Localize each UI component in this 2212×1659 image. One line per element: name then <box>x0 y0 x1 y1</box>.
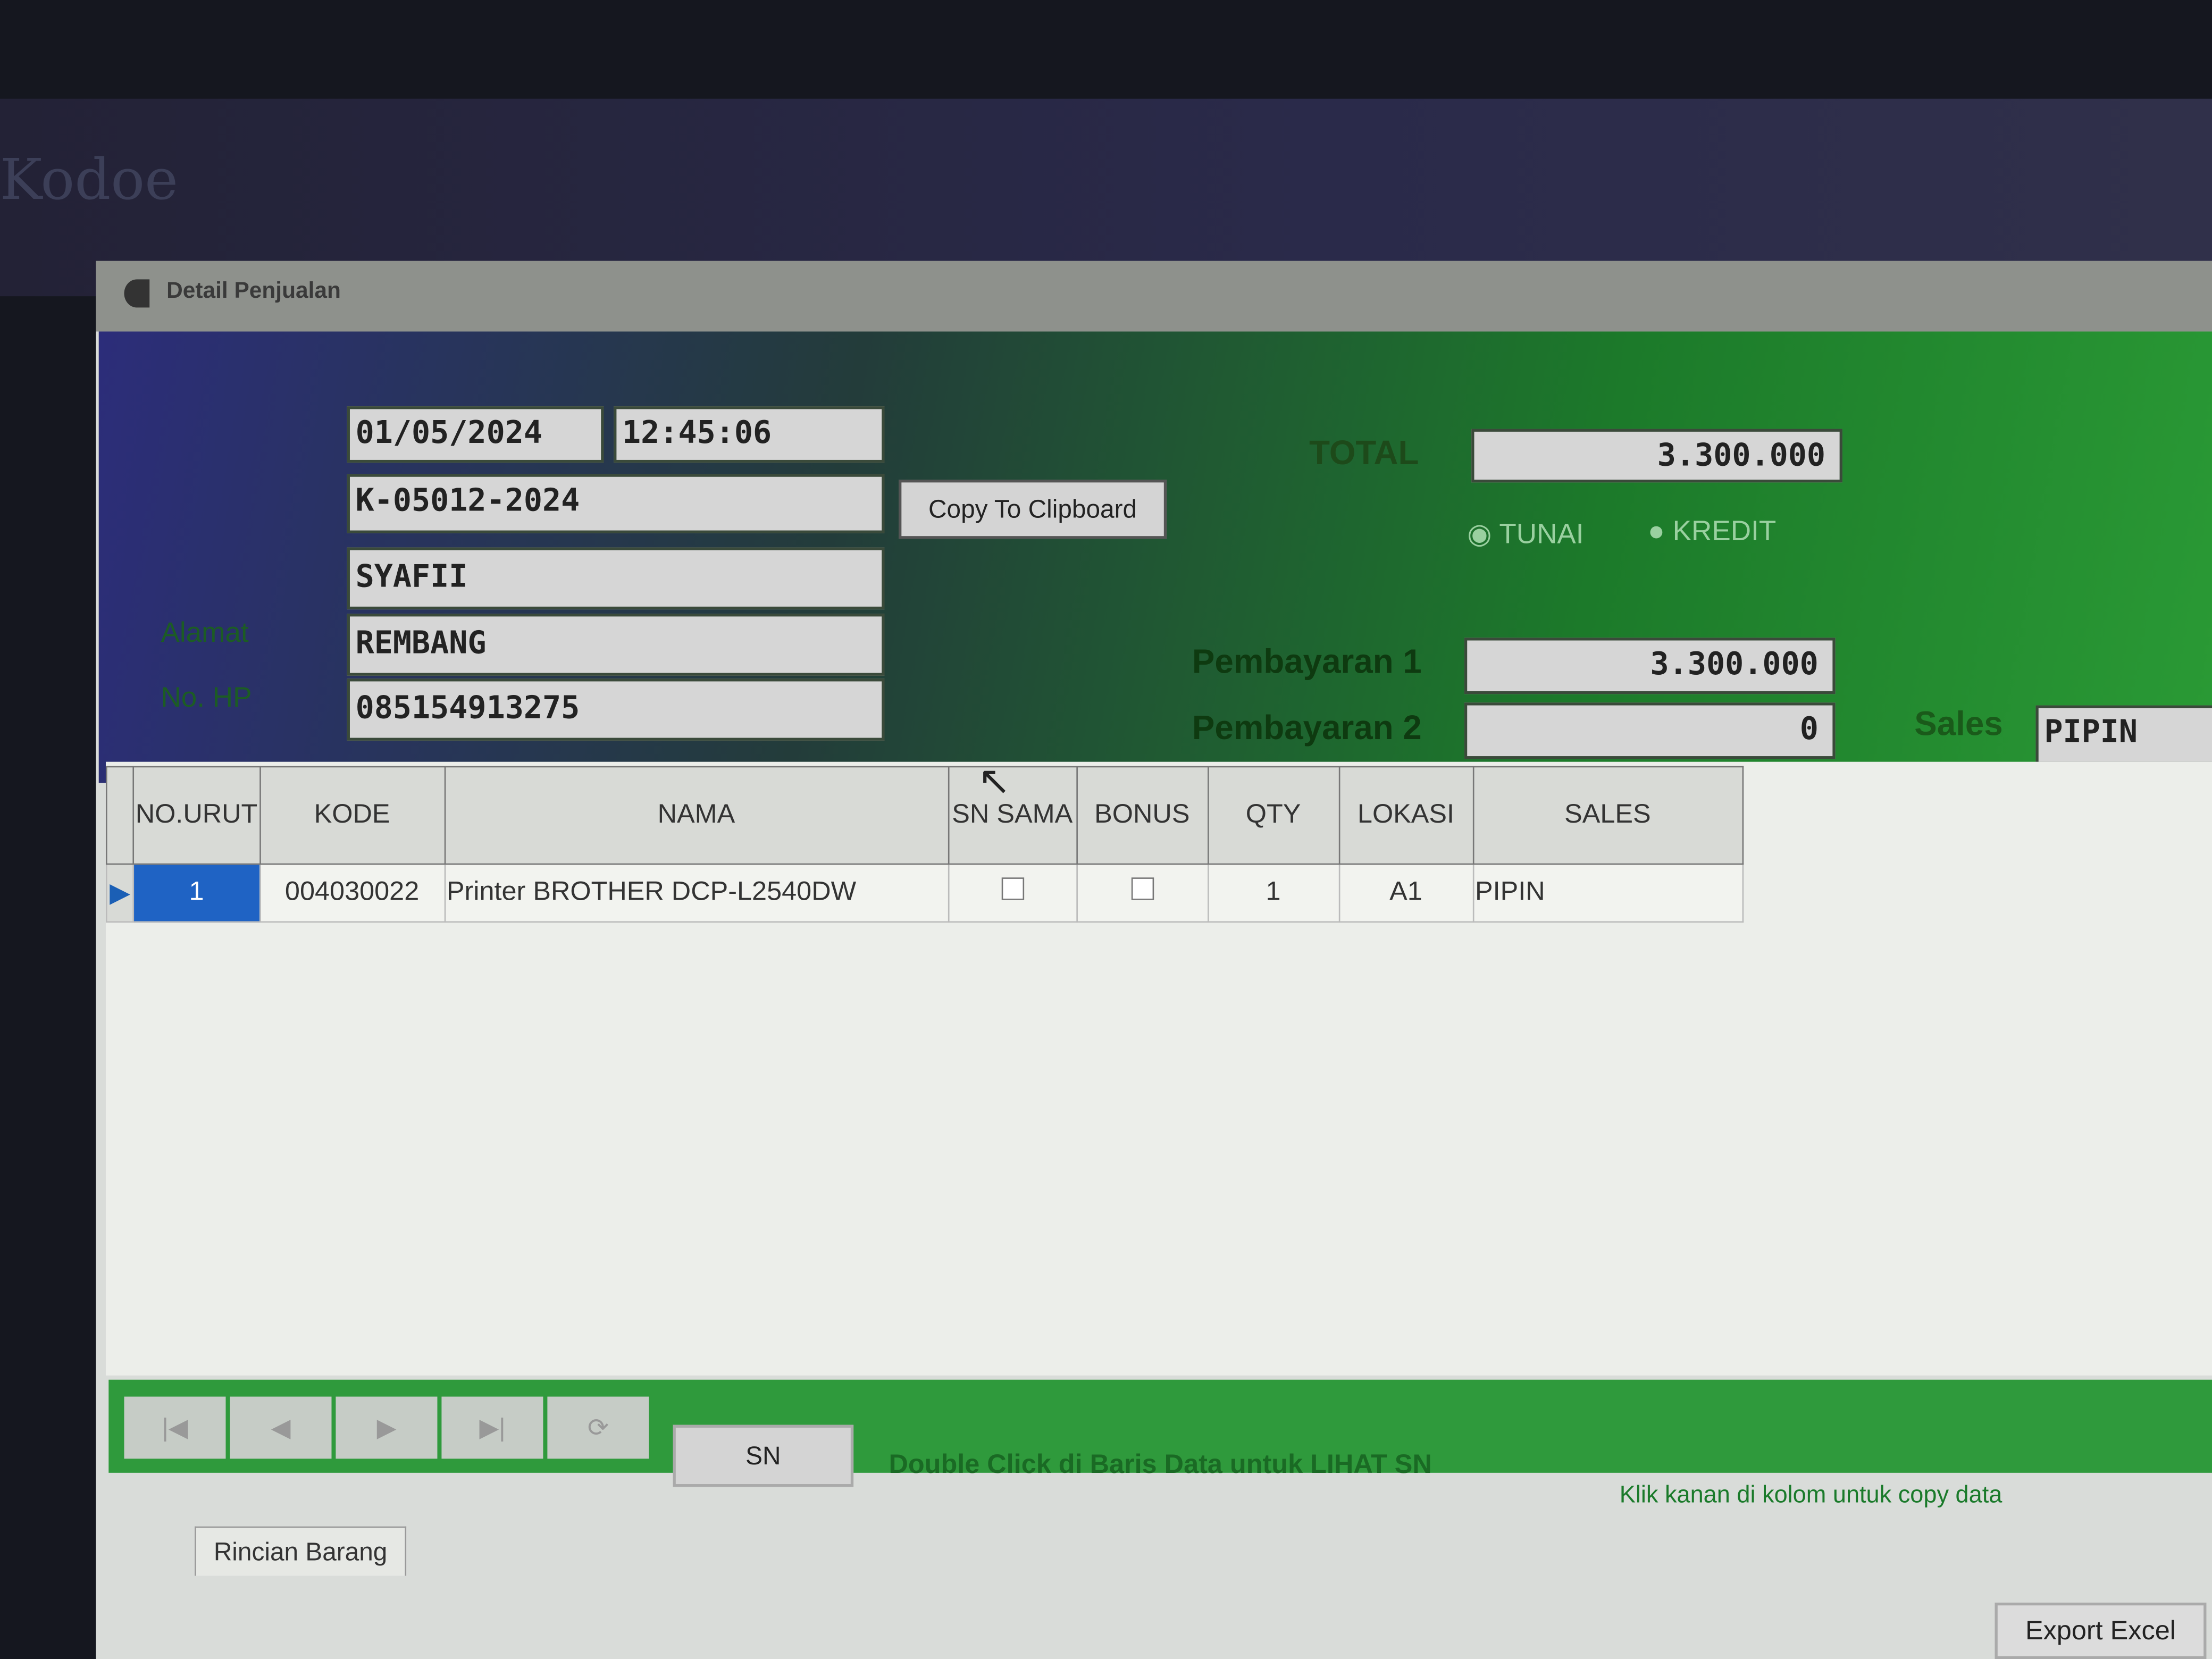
background-app-title: Kodoe <box>0 148 178 213</box>
items-table: NO.URUT KODE NAMA SN SAMA BONUS QTY LOKA… <box>105 766 1744 923</box>
nav-first-button[interactable]: |◀ <box>124 1396 226 1459</box>
cell-kode[interactable]: 004030022 <box>259 863 446 923</box>
col-no-urut[interactable]: NO.URUT <box>132 766 261 865</box>
cell-no[interactable]: 1 <box>132 863 261 923</box>
app-icon <box>124 279 150 308</box>
col-qty[interactable]: QTY <box>1206 766 1340 865</box>
bonus-checkbox[interactable] <box>1130 877 1154 900</box>
tab-rincian-barang[interactable]: Rincian Barang <box>195 1526 407 1576</box>
total-field: 3.300.000 <box>1471 429 1842 483</box>
export-excel-button[interactable]: Export Excel <box>1995 1602 2207 1659</box>
col-sn-sama[interactable]: SN SAMA <box>947 766 1077 865</box>
cell-sales[interactable]: PIPIN <box>1472 863 1744 923</box>
payment2-field[interactable]: 0 <box>1464 702 1836 759</box>
time-field[interactable]: 12:45:06 <box>614 406 885 463</box>
nav-last-button[interactable]: ▶| <box>441 1396 543 1459</box>
title-bar <box>96 261 2212 332</box>
phone-field[interactable]: 085154913275 <box>347 678 885 741</box>
radio-tunai-label: TUNAI <box>1499 519 1584 550</box>
cell-lokasi[interactable]: A1 <box>1338 863 1474 923</box>
col-lokasi[interactable]: LOKASI <box>1338 766 1474 865</box>
total-label: TOTAL <box>1309 434 1419 473</box>
nav-next-button[interactable]: ▶ <box>336 1396 438 1459</box>
address-label: Alamat <box>161 618 249 649</box>
col-sales[interactable]: SALES <box>1472 766 1744 865</box>
payment1-field[interactable]: 3.300.000 <box>1464 638 1836 694</box>
radio-kredit[interactable]: ● KREDIT <box>1648 516 1776 549</box>
copy-to-clipboard-button[interactable]: Copy To Clipboard <box>899 480 1167 539</box>
sales-label: Sales <box>1914 705 2003 744</box>
radio-unselected-icon: ● <box>1647 516 1665 548</box>
hint-right-click: Klik kanan di kolom untuk copy data <box>1619 1481 2002 1509</box>
radio-selected-icon: ◉ <box>1467 519 1492 550</box>
hint-double-click: Double Click di Baris Data untuk LIHAT S… <box>889 1450 1432 1480</box>
mouse-cursor-icon: ↖ <box>977 759 1011 803</box>
radio-kredit-label: KREDIT <box>1672 516 1777 548</box>
cell-qty[interactable]: 1 <box>1206 863 1340 923</box>
invoice-field[interactable]: K-05012-2024 <box>347 474 885 533</box>
table-row[interactable]: ▶ 1 004030022 Printer BROTHER DCP-L2540D… <box>105 863 1744 923</box>
cell-bonus[interactable] <box>1076 863 1209 923</box>
address-field[interactable]: REMBANG <box>347 614 885 676</box>
nav-refresh-button[interactable]: ⟳ <box>547 1396 649 1459</box>
sn-sama-checkbox[interactable] <box>1001 877 1024 900</box>
payment1-label: Pembayaran 1 <box>1192 643 1422 682</box>
table-header: NO.URUT KODE NAMA SN SAMA BONUS QTY LOKA… <box>105 766 1744 865</box>
date-field[interactable]: 01/05/2024 <box>347 406 604 463</box>
col-kode[interactable]: KODE <box>259 766 446 865</box>
col-nama[interactable]: NAMA <box>443 766 949 865</box>
payment2-label: Pembayaran 2 <box>1192 709 1422 748</box>
col-bonus[interactable]: BONUS <box>1076 766 1209 865</box>
nav-prev-button[interactable]: ◀ <box>230 1396 332 1459</box>
customer-field[interactable]: SYAFII <box>347 547 885 610</box>
window-title: Detail Penjualan <box>166 279 341 304</box>
sales-field[interactable]: PIPIN <box>2035 705 2212 765</box>
cell-sn-sama[interactable] <box>947 863 1077 923</box>
row-pointer-icon: ▶ <box>105 863 135 923</box>
row-selector-header <box>105 766 135 865</box>
phone-label: No. HP <box>161 683 252 714</box>
sn-button[interactable]: SN <box>673 1425 854 1487</box>
radio-tunai[interactable]: ◉ TUNAI <box>1467 516 1583 551</box>
cell-nama[interactable]: Printer BROTHER DCP-L2540DW <box>443 863 949 923</box>
